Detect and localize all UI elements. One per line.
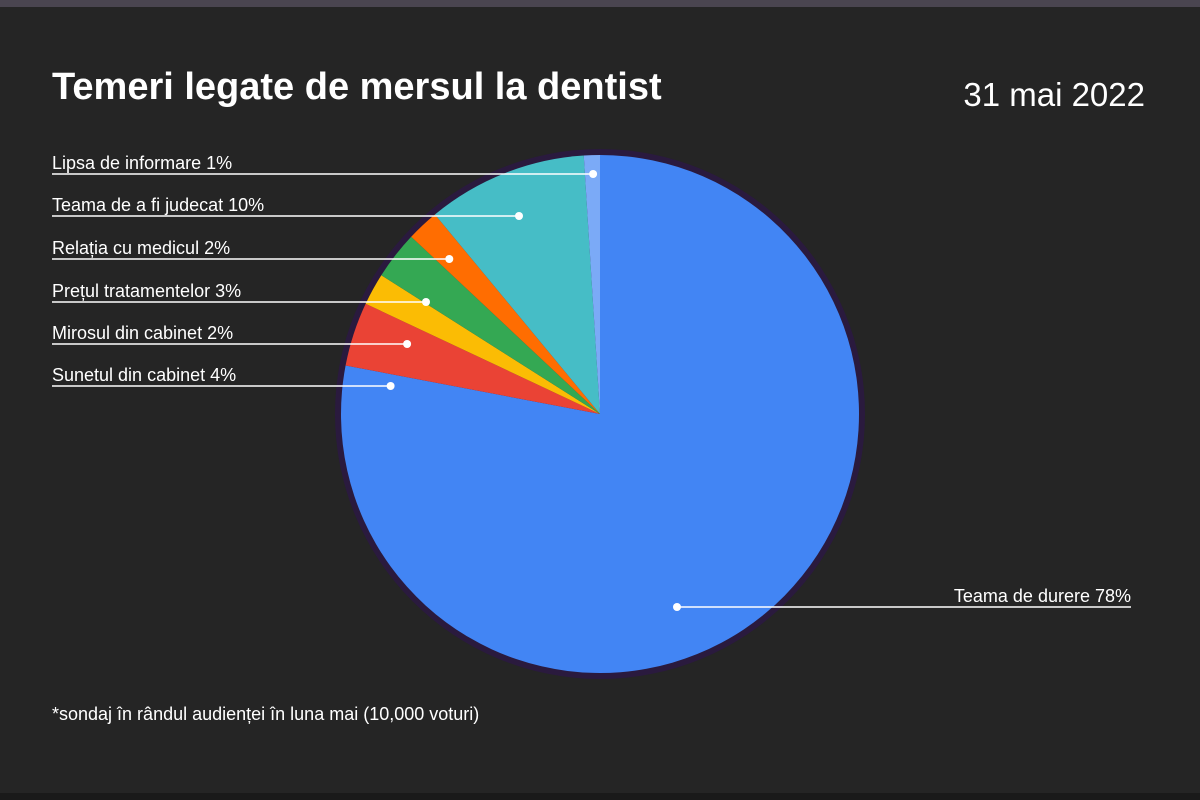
- callout-dot: [445, 255, 454, 263]
- callout-dot: [673, 603, 681, 611]
- slice-label: Teama de durere 78%: [954, 586, 1131, 606]
- window-bottom-bar: [0, 793, 1200, 800]
- slice-label: Relația cu medicul 2%: [52, 238, 230, 258]
- slice-label: Mirosul din cabinet 2%: [52, 323, 233, 343]
- footnote: *sondaj în rândul audienței în luna mai …: [52, 704, 480, 724]
- callout-dot: [403, 340, 412, 348]
- pie-slice: [411, 214, 600, 414]
- callout-dot: [386, 382, 395, 390]
- pie-slices: [335, 149, 865, 679]
- slice-label: Sunetul din cabinet 4%: [52, 365, 236, 385]
- window-top-bar: [0, 0, 1200, 7]
- callout-dot: [422, 298, 430, 306]
- pie-slice: [434, 155, 600, 414]
- slice-label: Lipsa de informare 1%: [52, 153, 232, 173]
- callout-dot: [515, 212, 523, 220]
- pie-slice: [341, 155, 860, 674]
- pie-slice: [381, 236, 600, 414]
- slice-label: Prețul tratamentelor 3%: [52, 281, 241, 301]
- pie-callouts: Teama de durere 78% Sunetul din cabinet 4…: [52, 153, 1131, 611]
- pie-slice: [345, 303, 600, 414]
- chart-date: 31 mai 2022: [963, 76, 1145, 113]
- pie-slice: [365, 275, 600, 414]
- slice-label: Teama de a fi judecat 10%: [52, 195, 264, 215]
- callout-dot: [589, 170, 598, 178]
- pie-slice: [583, 155, 600, 414]
- chart-title: Temeri legate de mersul la dentist: [52, 66, 662, 108]
